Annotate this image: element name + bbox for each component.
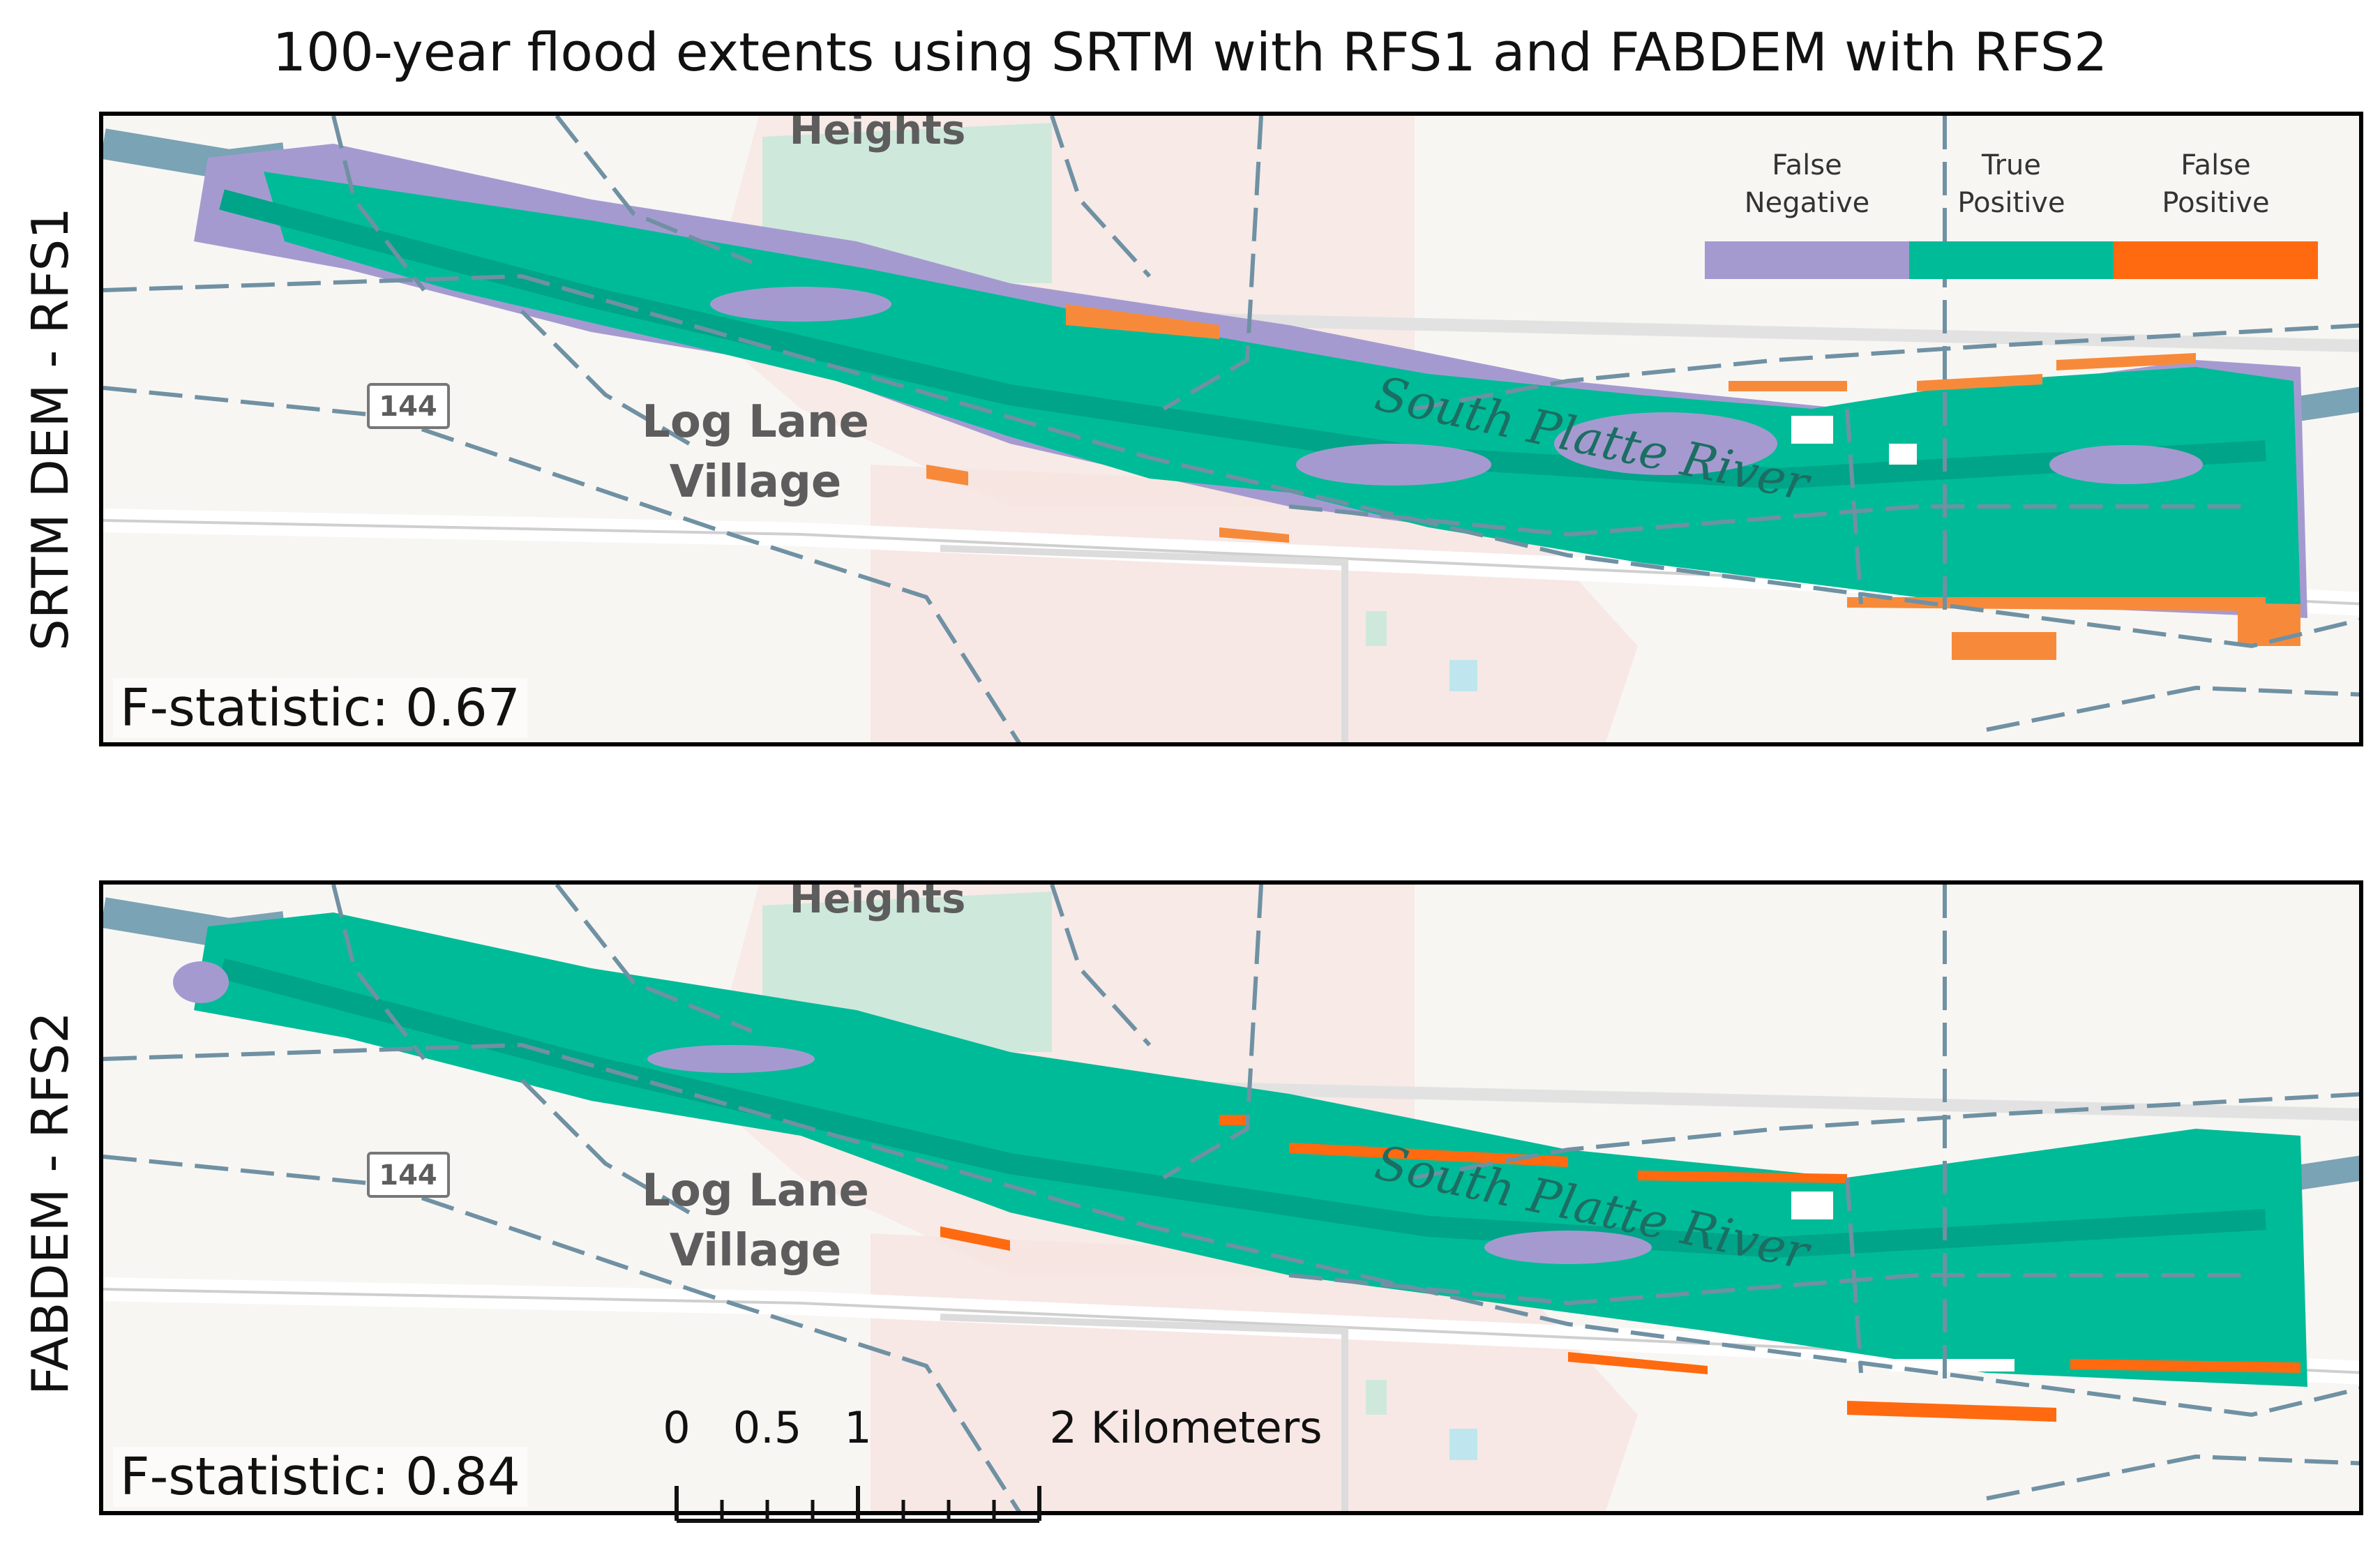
false-positive-patch: [2238, 604, 2300, 646]
false-positive-patch: [1568, 1352, 1708, 1374]
false-positive-patch: [1847, 1401, 2056, 1422]
false-negative-patch: [2049, 445, 2203, 484]
false-negative-patch: [1554, 412, 1777, 475]
true-positive-zone: [264, 172, 2300, 604]
boundary-lines: [103, 116, 2359, 742]
legend-item-false-positive: False Positive: [2114, 146, 2318, 279]
park-area: [1366, 1380, 1387, 1415]
legend-swatch: [1909, 241, 2114, 279]
heights-label: Heights: [790, 116, 966, 153]
scale-label-0: 0: [663, 1402, 691, 1453]
map-panel-srtm: Heights Log Lane Village South Platte Ri…: [99, 112, 2363, 746]
false-positive-patch: [1066, 304, 1219, 339]
scale-label-0-5: 0.5: [732, 1402, 802, 1453]
false-positive-patch: [1219, 1115, 1247, 1125]
park-area: [1366, 611, 1387, 646]
figure-title: 100-year flood extents using SRTM with R…: [272, 21, 2108, 83]
false-positive-patch: [1219, 527, 1289, 543]
boundary-lines: [103, 885, 2359, 1511]
false-positive-patch: [940, 1226, 1010, 1251]
scale-label-1: 1: [844, 1402, 872, 1453]
false-positive-patch: [1952, 632, 2056, 660]
false-negative-patch: [173, 961, 229, 1003]
f-statistic: F-statistic: 0.84: [113, 1447, 527, 1507]
road-shield-144: 144: [367, 1152, 450, 1198]
map-panel-fabdem: Heights Log Lane Village South Platte Ri…: [99, 880, 2363, 1515]
legend-swatch: [1705, 241, 1909, 279]
legend-label: True Positive: [1957, 149, 2065, 219]
legend-item-true-positive: True Positive: [1909, 146, 2114, 279]
scale-bar-ticks: [675, 1486, 1041, 1523]
legend-item-false-negative: False Negative: [1705, 146, 1909, 279]
legend-label: False Positive: [2162, 149, 2270, 219]
false-positive-patch: [2056, 353, 2196, 370]
false-negative-patch: [1484, 1231, 1652, 1264]
water-feature: [1449, 660, 1477, 691]
town-label-line1: Log Lane: [642, 1165, 869, 1217]
urban-area: [871, 1233, 1638, 1511]
scale-bar: 0 0.5 1 2 Kilometers: [663, 1402, 1322, 1528]
legend-label: False Negative: [1744, 149, 1870, 219]
dry-area: [1791, 1192, 1833, 1219]
false-positive-patch: [926, 465, 968, 486]
true-positive-zone: [194, 912, 2307, 1387]
false-positive-patch: [1289, 1143, 1568, 1167]
svg-text:144: 144: [379, 1159, 437, 1192]
road: [940, 545, 1348, 742]
false-negative-patch: [710, 287, 891, 322]
false-negative-patch: [1296, 444, 1491, 486]
heights-label: Heights: [790, 885, 966, 922]
water-feature: [1449, 1429, 1477, 1460]
town-label-line1: Log Lane: [642, 396, 869, 448]
dry-area: [1889, 444, 1917, 465]
f-statistic: F-statistic: 0.67: [113, 678, 527, 738]
town-label-line2: Village: [670, 456, 842, 508]
dry-area: [1791, 416, 1833, 444]
river-main-channel: [219, 958, 2266, 1258]
legend: False Negative True Positive False Posit…: [1705, 146, 2319, 279]
urban-area: [871, 465, 1638, 742]
town-label-line2: Village: [670, 1225, 842, 1277]
false-negative-patch: [647, 1045, 815, 1073]
legend-swatch: [2114, 241, 2318, 279]
false-positive-patch: [2070, 1359, 2300, 1373]
map-canvas: Heights Log Lane Village South Platte Ri…: [103, 116, 2359, 742]
dry-area: [1889, 1359, 2014, 1372]
scale-label-2: 2 Kilometers: [1049, 1402, 1323, 1453]
road-shield-144: 144: [367, 383, 450, 429]
false-positive-patch: [1917, 374, 2042, 391]
svg-text:144: 144: [379, 391, 437, 423]
panel-1-ylabel: SRTM DEM - RFS1: [21, 207, 80, 651]
false-positive-patch: [1638, 1171, 1847, 1183]
map-canvas: Heights Log Lane Village South Platte Ri…: [103, 885, 2359, 1511]
road: [940, 1314, 1348, 1511]
river-main-channel: [219, 189, 2266, 490]
false-positive-patch: [1728, 381, 1847, 391]
panel-2-ylabel: FABDEM - RFS2: [21, 1012, 80, 1395]
